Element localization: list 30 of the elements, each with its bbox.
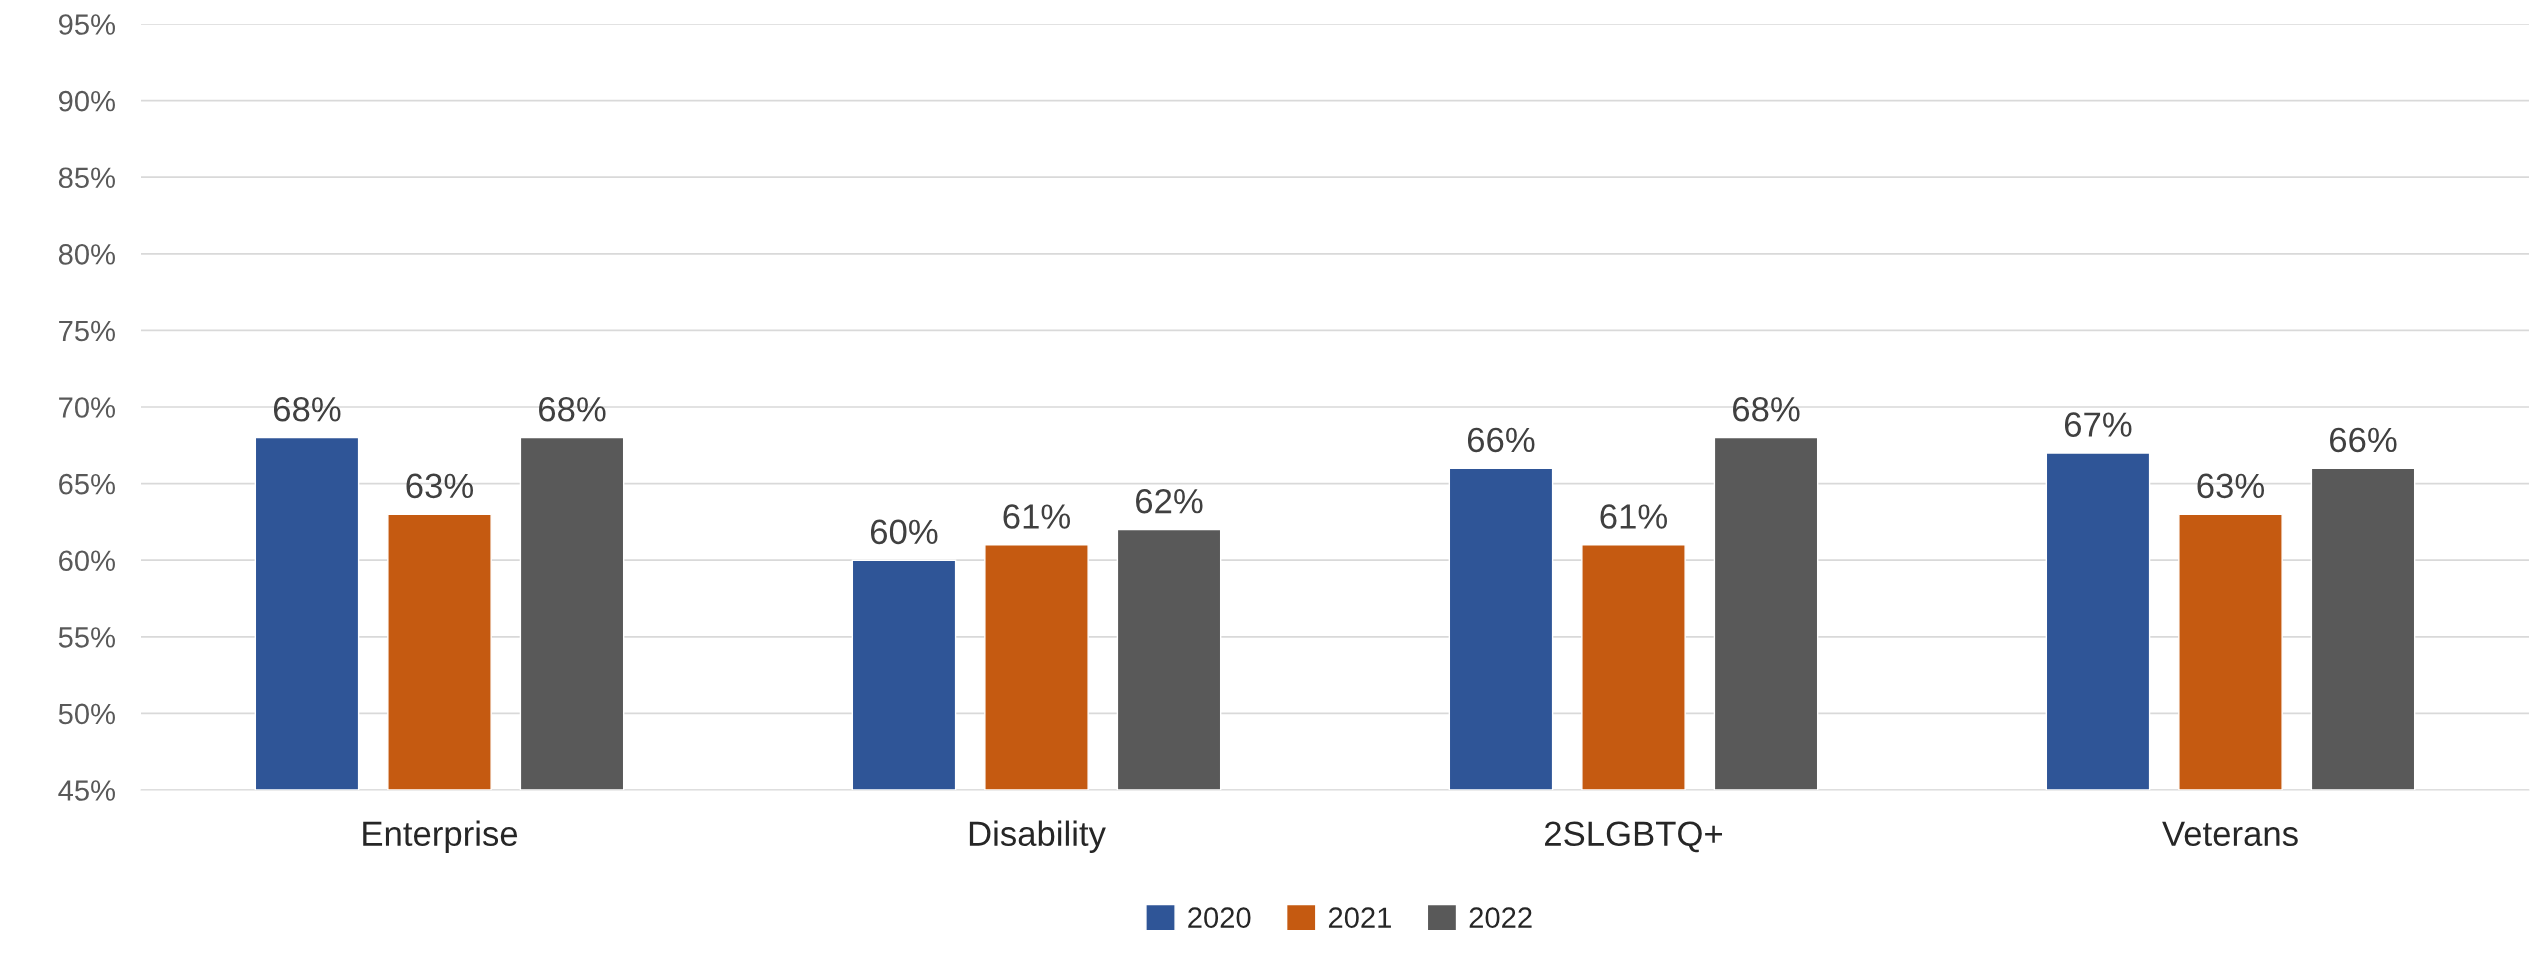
x-tick-label: Enterprise	[363, 820, 518, 853]
data-label: 60%	[870, 519, 938, 545]
x-tick-label: Veterans	[2162, 821, 2298, 847]
legend-label: 2021	[1328, 907, 1391, 928]
y-tick-label: 80%	[58, 244, 115, 265]
y-tick-label: 55%	[58, 627, 115, 648]
x-tick-label: 2SLGBTQ+	[1545, 821, 1723, 853]
y-tick-label: 95%	[58, 14, 115, 35]
y-tick-label: 85%	[58, 167, 115, 189]
y-tick-label: 60%	[59, 550, 115, 572]
y-tick-label: 45%	[58, 780, 115, 801]
data-label: 66%	[1467, 427, 1535, 453]
data-label: 68%	[1733, 397, 1800, 422]
y-tick-label: 65%	[59, 473, 115, 495]
data-label: 67%	[2064, 412, 2132, 437]
x-tick-label: Disability	[969, 820, 1106, 853]
y-tick-label: 90%	[58, 90, 115, 112]
y-tick-label: 70%	[59, 397, 115, 418]
data-label: 68%	[539, 397, 606, 422]
legend-label: 2022	[1469, 907, 1532, 928]
data-label: 63%	[2197, 473, 2265, 499]
data-label: 61%	[1003, 504, 1071, 529]
y-tick-label: 50%	[58, 703, 115, 725]
y-tick-label: 75%	[59, 320, 115, 342]
data-label: 68%	[273, 397, 341, 422]
data-label: 61%	[1600, 504, 1668, 529]
data-label: 66%	[2330, 427, 2397, 453]
data-label: 63%	[406, 473, 474, 499]
data-label: 62%	[1136, 488, 1203, 514]
legend-label: 2020	[1188, 907, 1251, 928]
